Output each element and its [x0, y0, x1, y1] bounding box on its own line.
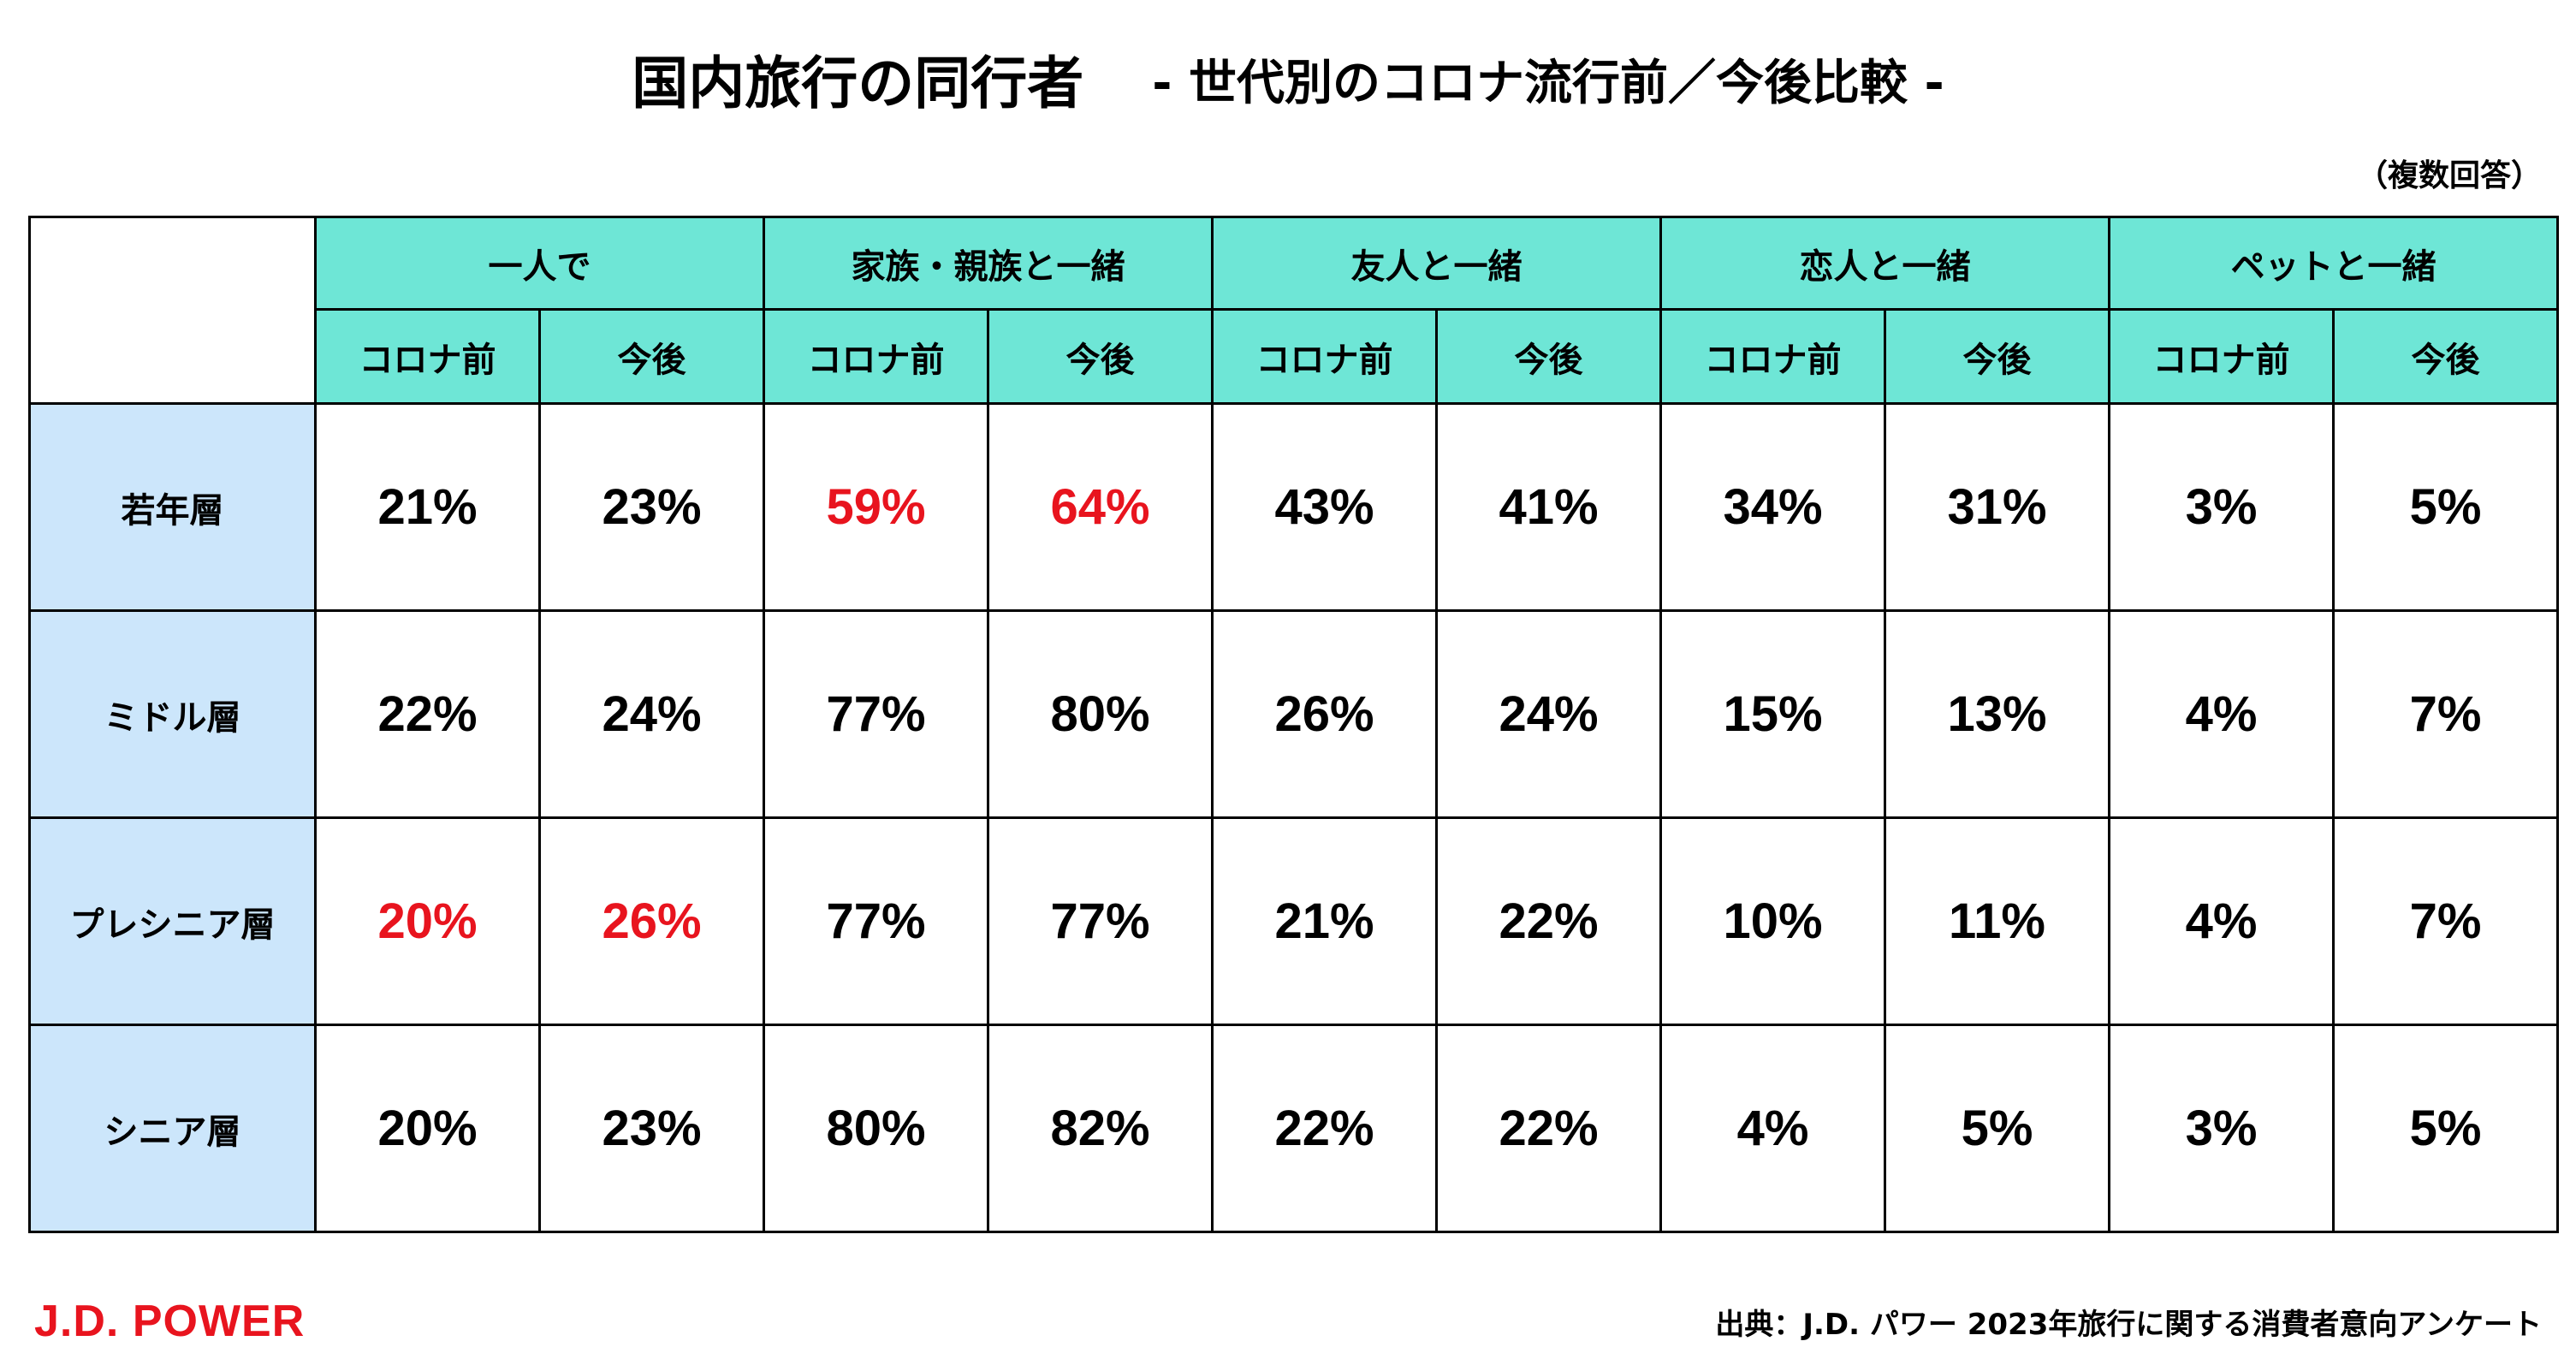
value-cell: 77%	[763, 816, 989, 1026]
value-cell: 34%	[1659, 402, 1886, 612]
sub-header: 今後	[2332, 308, 2559, 405]
value-cell: 4%	[2108, 609, 2335, 819]
value-cell: 13%	[1884, 609, 2110, 819]
value-cell: 5%	[2332, 1024, 2559, 1233]
value-cell: 24%	[1435, 609, 1662, 819]
value-cell: 4%	[1659, 1024, 1886, 1233]
table-row: ミドル層 22% 24% 77% 80% 26% 24% 15% 13% 4% 7%	[28, 609, 2559, 819]
page-subtitle: - 世代別のコロナ流行前／今後比較 -	[1152, 55, 1944, 111]
value-cell: 22%	[314, 609, 541, 819]
title-row: 国内旅行の同行者 - 世代別のコロナ流行前／今後比較 -	[0, 36, 2576, 122]
value-cell: 11%	[1884, 816, 2110, 1026]
sub-header: コロナ前	[314, 308, 541, 405]
value-cell: 31%	[1884, 402, 2110, 612]
value-cell: 3%	[2108, 1024, 2335, 1233]
row-label: プレシニア層	[28, 816, 317, 1026]
sub-header: 今後	[987, 308, 1214, 405]
sub-header: 今後	[1435, 308, 1662, 405]
sub-header: 今後	[1884, 308, 2110, 405]
value-cell: 41%	[1435, 402, 1662, 612]
group-header: 恋人と一緒	[1659, 216, 2110, 311]
sub-header: コロナ前	[2108, 308, 2335, 405]
value-cell: 20%	[314, 1024, 541, 1233]
group-header: 友人と一緒	[1211, 216, 1662, 311]
jd-power-logo: J.D. POWER	[34, 1297, 306, 1346]
value-cell: 26%	[1211, 609, 1438, 819]
value-cell: 15%	[1659, 609, 1886, 819]
multiple-answer-note: （複数回答）	[2356, 158, 2542, 193]
value-cell: 23%	[538, 402, 765, 612]
sub-header: コロナ前	[763, 308, 989, 405]
value-cell: 43%	[1211, 402, 1438, 612]
value-cell: 10%	[1659, 816, 1886, 1026]
group-header: 一人で	[314, 216, 765, 311]
value-cell: 7%	[2332, 609, 2559, 819]
sub-header-row: コロナ前 今後 コロナ前 今後 コロナ前 今後 コロナ前 今後 コロナ前 今後	[30, 308, 2559, 405]
corner-cell	[28, 216, 317, 405]
value-cell: 21%	[1211, 816, 1438, 1026]
value-cell: 5%	[2332, 402, 2559, 612]
value-cell: 24%	[538, 609, 765, 819]
value-cell: 64%	[987, 402, 1214, 612]
value-cell: 20%	[314, 816, 541, 1026]
value-cell: 22%	[1435, 816, 1662, 1026]
value-cell: 82%	[987, 1024, 1214, 1233]
value-cell: 3%	[2108, 402, 2335, 612]
value-cell: 80%	[987, 609, 1214, 819]
companion-table: 一人で 家族・親族と一緒 友人と一緒 恋人と一緒 ペットと一緒 コロナ前 今後 コロナ前 今後…	[28, 216, 2559, 1233]
group-header-row: 一人で 家族・親族と一緒 友人と一緒 恋人と一緒 ペットと一緒	[28, 216, 2559, 405]
row-label: ミドル層	[28, 609, 317, 819]
sub-header: コロナ前	[1659, 308, 1886, 405]
page-title: 国内旅行の同行者	[632, 50, 1084, 116]
value-cell: 7%	[2332, 816, 2559, 1026]
value-cell: 77%	[987, 816, 1214, 1026]
row-label: シニア層	[28, 1024, 317, 1233]
value-cell: 5%	[1884, 1024, 2110, 1233]
value-cell: 22%	[1435, 1024, 1662, 1233]
table-row: プレシニア層 20% 26% 77% 77% 21% 22% 10% 11% 4% 7%	[28, 816, 2559, 1026]
value-cell: 23%	[538, 1024, 765, 1233]
source-note: 出典：J.D. パワー 2023年旅行に関する消費者意向アンケート	[1715, 1308, 2542, 1342]
sub-header: 今後	[538, 308, 765, 405]
value-cell: 26%	[538, 816, 765, 1026]
value-cell: 80%	[763, 1024, 989, 1233]
value-cell: 22%	[1211, 1024, 1438, 1233]
row-label: 若年層	[28, 402, 317, 612]
sub-header: コロナ前	[1211, 308, 1438, 405]
value-cell: 59%	[763, 402, 989, 612]
value-cell: 21%	[314, 402, 541, 612]
value-cell: 4%	[2108, 816, 2335, 1026]
table-row: 若年層 21% 23% 59% 64% 43% 41% 34% 31% 3% 5%	[28, 402, 2559, 612]
table-body: 若年層 21% 23% 59% 64% 43% 41% 34% 31% 3% 5% ミドル層 22% 24…	[28, 402, 2559, 1233]
table-row: シニア層 20% 23% 80% 82% 22% 22% 4% 5% 3% 5%	[28, 1024, 2559, 1233]
value-cell: 77%	[763, 609, 989, 819]
group-header: 家族・親族と一緒	[763, 216, 1214, 311]
group-header: ペットと一緒	[2108, 216, 2559, 311]
